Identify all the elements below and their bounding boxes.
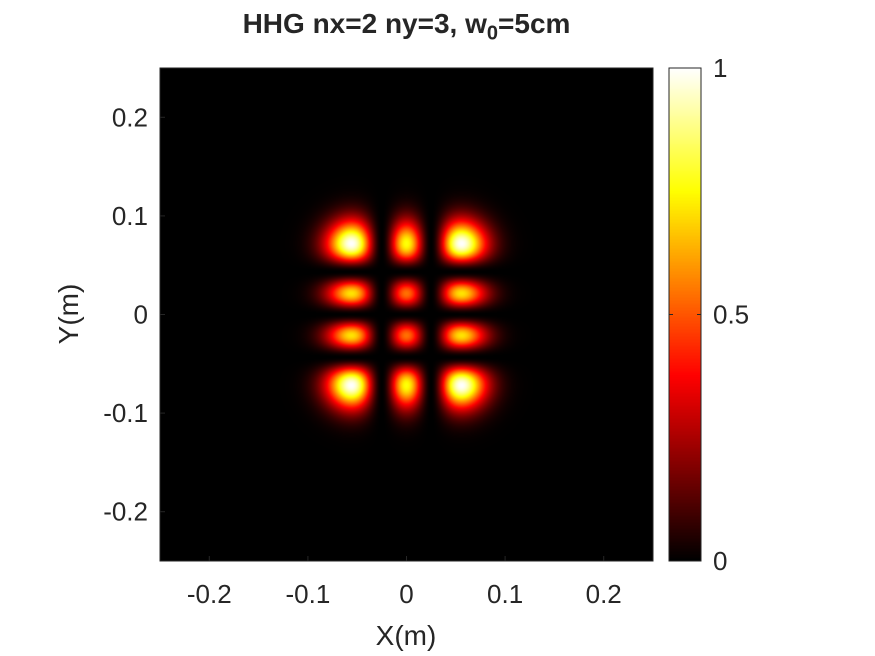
colorbar-tick-label: 0.5 bbox=[713, 300, 749, 330]
plot-frame bbox=[159, 67, 654, 562]
y-tick-label: 0 bbox=[134, 300, 148, 330]
y-axis-ticks: 0.2 0.1 0 -0.1 -0.2 bbox=[103, 102, 165, 527]
x-tick-label: 0 bbox=[399, 579, 413, 609]
x-axis-ticks: -0.2 -0.1 0 0.1 0.2 bbox=[187, 556, 622, 609]
y-tick-label: 0.1 bbox=[112, 201, 148, 231]
y-tick-label: 0.2 bbox=[112, 102, 148, 132]
colorbar-tick-label: 1 bbox=[713, 53, 727, 83]
heatmap-plot-area bbox=[160, 68, 653, 561]
colorbar-tick-label: 0 bbox=[713, 546, 727, 576]
colorbar-ticks: 10.50 bbox=[669, 53, 749, 576]
colorbar-frame bbox=[668, 67, 702, 562]
y-tick-label: -0.2 bbox=[103, 497, 148, 527]
x-tick-label: 0.2 bbox=[586, 579, 622, 609]
x-axis-label: X(m) bbox=[376, 620, 437, 651]
y-tick-label: -0.1 bbox=[103, 398, 148, 428]
x-tick-label: 0.1 bbox=[487, 579, 523, 609]
colorbar-gradient bbox=[669, 68, 701, 561]
x-tick-label: -0.2 bbox=[187, 579, 232, 609]
x-tick-label: -0.1 bbox=[285, 579, 330, 609]
y-axis-label: Y(m) bbox=[53, 284, 84, 345]
chart-title: HHG nx=2 ny=3, w0=5cm bbox=[242, 8, 571, 45]
